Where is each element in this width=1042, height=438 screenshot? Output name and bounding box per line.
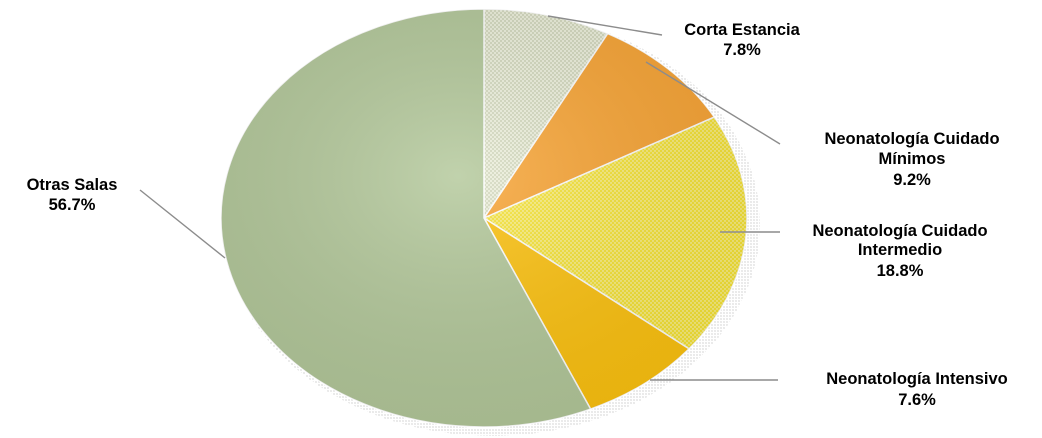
pie-slices xyxy=(220,8,748,428)
slice-name-line: Neonatología Intensivo xyxy=(826,370,1008,388)
slice-value-label: 56.7% xyxy=(49,196,96,214)
slice-value-label: 7.6% xyxy=(898,391,936,409)
slice-label-corta-estancia: Corta Estancia 7.8% xyxy=(684,21,800,59)
slice-value-label: 18.8% xyxy=(877,262,924,280)
slice-label-neonatologia-cuidado-minimos: Neonatología Cuidado Mínimos 9.2% xyxy=(824,130,999,189)
leader-line-otras-salas xyxy=(139,189,226,259)
slice-name-line: Neonatología Cuidado xyxy=(812,222,987,240)
slice-value-label: 9.2% xyxy=(893,171,931,189)
slice-label-otras-salas: Otras Salas 56.7% xyxy=(27,176,118,214)
slice-label-neonatologia-intensivo: Neonatología Intensivo 7.6% xyxy=(826,370,1008,409)
leader-lines xyxy=(139,15,781,381)
leader-line-neonatologia-cuidado-minimos xyxy=(645,61,781,145)
slice-name-line: Neonatología Cuidado xyxy=(824,130,999,148)
slice-name-line: Mínimos xyxy=(879,150,946,168)
slice-name-line: Otras Salas xyxy=(27,176,118,194)
slice-name-line: Intermedio xyxy=(858,241,942,259)
leader-line-corta-estancia xyxy=(547,15,663,36)
slice-name-line: Corta Estancia xyxy=(684,21,800,39)
slice-value-label: 7.8% xyxy=(723,41,761,59)
slice-label-neonatologia-cuidado-intermedio: Neonatología Cuidado Intermedio 18.8% xyxy=(812,222,987,280)
